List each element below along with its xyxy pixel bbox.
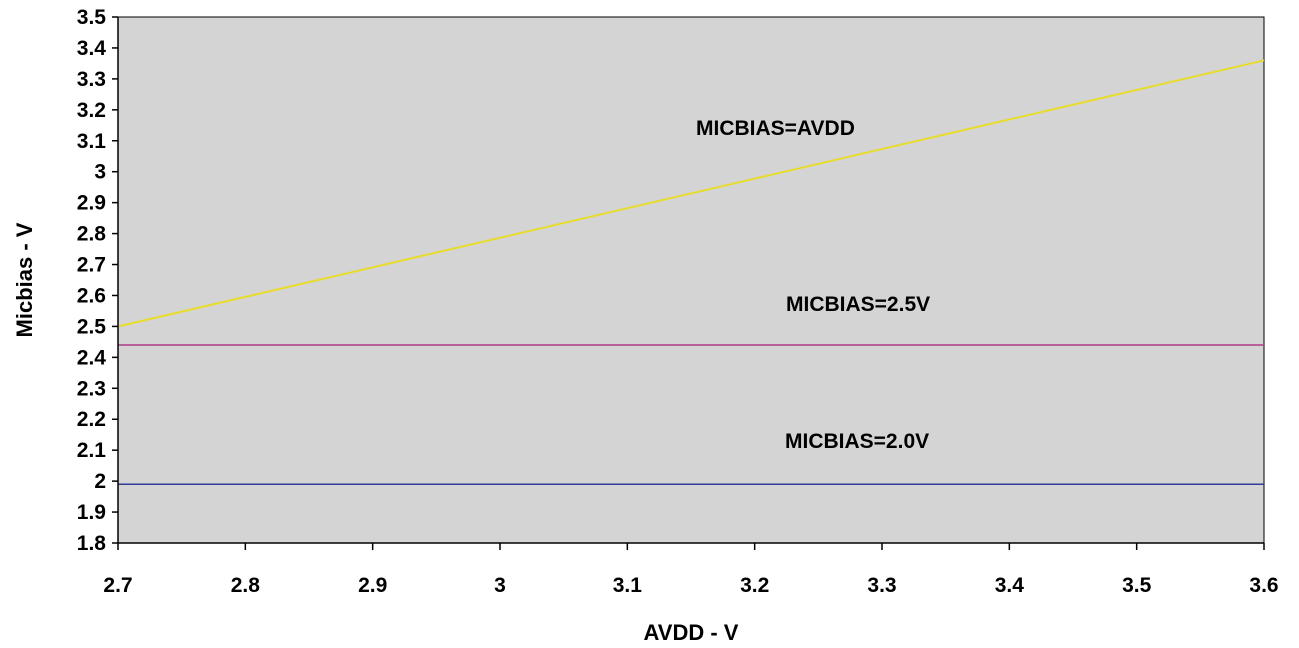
y-tick-label: 3.5 bbox=[77, 6, 107, 29]
annotation-micbias-2-5v: MICBIAS=2.5V bbox=[786, 293, 930, 316]
x-tick-label: 3.5 bbox=[1122, 574, 1152, 597]
plot-area bbox=[117, 16, 1265, 544]
x-tick-label: 3.2 bbox=[740, 574, 769, 597]
y-tick-label: 2.8 bbox=[77, 223, 107, 246]
y-tick-label: 1.9 bbox=[77, 501, 106, 524]
x-tick-label: 3.6 bbox=[1249, 574, 1278, 597]
x-tick-label: 3.3 bbox=[867, 574, 896, 597]
y-tick-label: 3.2 bbox=[77, 99, 106, 122]
annotation-micbias-avdd: MICBIAS=AVDD bbox=[696, 117, 855, 140]
x-tick-label: 3.1 bbox=[613, 574, 643, 597]
y-tick-label: 2.3 bbox=[77, 377, 106, 400]
y-tick-label: 2 bbox=[94, 470, 106, 493]
x-tick-label: 3 bbox=[494, 574, 506, 597]
series-line-micbias-avdd bbox=[117, 59, 1265, 328]
x-tick-label: 2.7 bbox=[103, 574, 132, 597]
y-tick-label: 2.5 bbox=[77, 315, 107, 338]
y-tick-label: 2.2 bbox=[77, 408, 106, 431]
y-tick-label: 3 bbox=[94, 161, 106, 184]
y-tick-label: 3.3 bbox=[77, 68, 106, 91]
y-tick-label: 1.8 bbox=[77, 532, 107, 555]
annotation-micbias-2-0v: MICBIAS=2.0V bbox=[785, 430, 929, 453]
y-axis-title: Micbias - V bbox=[12, 222, 37, 337]
y-tick-label: 3.1 bbox=[77, 130, 107, 153]
x-tick-label: 2.8 bbox=[231, 574, 261, 597]
y-tick-label: 2.1 bbox=[77, 439, 107, 462]
y-tick-label: 2.6 bbox=[77, 284, 106, 307]
y-tick-label: 2.4 bbox=[77, 346, 107, 369]
x-axis-title: AVDD - V bbox=[644, 620, 739, 645]
y-tick-label: 3.4 bbox=[77, 37, 107, 60]
y-tick-label: 2.9 bbox=[77, 192, 106, 215]
x-tick-label: 3.4 bbox=[995, 574, 1025, 597]
x-tick-label: 2.9 bbox=[358, 574, 387, 597]
y-tick-label: 2.7 bbox=[77, 254, 106, 277]
